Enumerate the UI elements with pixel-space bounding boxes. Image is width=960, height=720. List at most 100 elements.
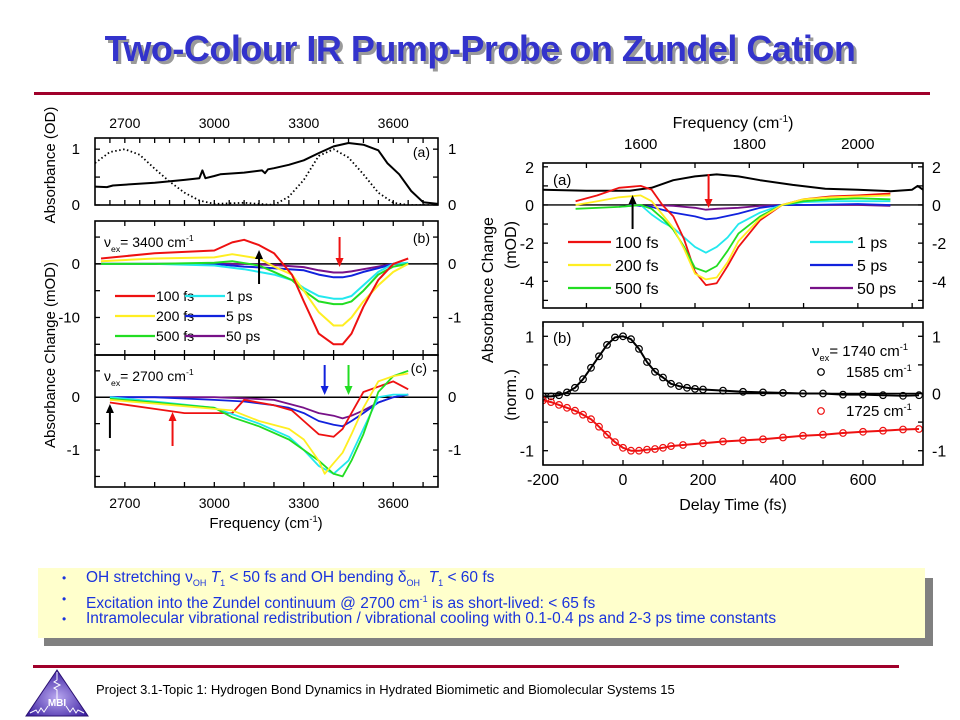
data-point [659, 443, 667, 452]
y-tick-label-left: -4 [520, 274, 534, 291]
excitation-label: νex= 3400 cm-1 [104, 233, 194, 254]
y-tick-label-left: -1 [520, 444, 534, 461]
legend-marker [817, 368, 825, 376]
series-line-1-ps [101, 261, 409, 300]
y-tick-label-right: 0 [448, 256, 456, 273]
y-tick-label-right: 0 [448, 389, 456, 406]
data-point [675, 382, 683, 391]
legend-label-part: 1725 cm [846, 403, 904, 420]
arrow-up-icon [168, 412, 177, 421]
data-point [759, 388, 767, 397]
footer-divider-right [449, 665, 899, 668]
note-text: 1 [438, 578, 444, 589]
data-point [699, 439, 707, 448]
legend-label: 1585 cm-1 [846, 363, 912, 381]
data-point [859, 390, 867, 399]
data-point [667, 379, 675, 388]
summary-notes: • OH stretching νOH T1 < 50 fs and OH ben… [38, 568, 925, 638]
y-tick-label-left: 2 [525, 160, 534, 177]
data-point [579, 375, 587, 384]
excitation-label-part: ex [111, 244, 121, 254]
legend-label: 50 ps [857, 281, 896, 298]
x-tick-label: 200 [690, 472, 717, 489]
data-point [879, 426, 887, 435]
legend-label: 100 fs [156, 288, 194, 304]
series-line-200-fs [575, 194, 891, 281]
panel-label: (b) [413, 230, 430, 246]
data-point [547, 392, 555, 401]
legend-label: 500 fs [156, 328, 194, 344]
data-point [579, 410, 587, 419]
series-line-5-ps [101, 262, 409, 279]
data-point [899, 425, 907, 434]
x-axis-label-top-part: Frequency (cm [673, 115, 780, 132]
note-item: • OH stretching νOH T1 < 50 fs and OH ben… [38, 568, 925, 589]
note-text: < 60 fs [443, 569, 495, 586]
data-point [651, 445, 659, 453]
y-tick-label-right: 1 [932, 329, 941, 346]
excitation-label-part: = 3400 cm [120, 234, 186, 250]
excitation-label-part: ex [111, 378, 121, 388]
data-point [899, 391, 907, 400]
y-tick-label-left: 0 [72, 197, 80, 214]
y-tick-label-left: 0 [525, 387, 534, 404]
excitation-label: νex= 1740 cm-1 [812, 342, 908, 363]
data-point [667, 442, 675, 451]
x-tick-label: 400 [770, 472, 797, 489]
x-axis-label-top: Frequency (cm-1) [673, 114, 794, 132]
plot-frame-right-a [542, 162, 924, 309]
data-point [739, 387, 747, 396]
note-text: OH [192, 578, 207, 589]
series-line-100-fs [109, 380, 409, 438]
note-text: ν [185, 569, 193, 586]
x-axis-label-top-part: ) [788, 115, 793, 132]
data-point [619, 443, 627, 452]
data-point [587, 415, 595, 424]
y-tick-label-right: 1 [448, 141, 456, 158]
data-point [547, 398, 555, 407]
series-line-absorbance [95, 142, 438, 205]
legend-label: 1 ps [226, 288, 252, 304]
y-axis-label: (norm.) [503, 369, 520, 421]
note-text [420, 569, 429, 586]
excitation-label-part: -1 [186, 367, 194, 377]
note-text: δ [397, 569, 407, 586]
y-tick-label-right: -1 [448, 309, 461, 326]
footer-text: Project 3.1-Topic 1: Hydrogen Bond Dynam… [96, 682, 675, 697]
footer-divider [33, 665, 449, 668]
data-point [619, 332, 627, 341]
x-axis-label-top-part: -1 [779, 114, 788, 125]
legend-label-part: -1 [904, 402, 912, 412]
excitation-label-part: = 1740 cm [829, 343, 899, 360]
data-point [651, 367, 659, 376]
x-tick-label: 3600 [378, 495, 409, 511]
legend-label-part: -1 [904, 363, 912, 373]
y-tick-label-left: 1 [525, 329, 534, 346]
x-tick-label-top: 1600 [624, 136, 657, 153]
note-item: • Intramolecular vibrational redistributi… [38, 609, 925, 630]
series-line-200-fs [109, 372, 409, 475]
arrow-down-icon [704, 199, 713, 208]
note-text: Intramolecular vibrational redistributio… [86, 610, 777, 627]
series-line-pump-spectrum [95, 148, 438, 205]
y-axis-label: Absorbance Change (mOD) [42, 262, 59, 448]
excitation-label-part: ν [812, 343, 820, 360]
y-axis-label: (mOD) [503, 221, 520, 269]
excitation-label-part: ν [104, 234, 111, 250]
excitation-label-part: ν [104, 368, 111, 384]
excitation-label-part: -1 [900, 342, 908, 352]
legend-label: 50 ps [226, 328, 260, 344]
y-tick-label-left: -10 [58, 309, 80, 326]
figure-panels: 2700 3000 3300 3600 0 0 1 1 (a) Absorbance (OD) 0 -… [42, 107, 946, 532]
legend-label: 200 fs [156, 308, 194, 324]
panel-label: (b) [553, 330, 571, 347]
x-tick-label-top: 1800 [733, 136, 766, 153]
plot-frame-left-c [94, 354, 439, 488]
data-point [627, 335, 635, 344]
x-axis-label: Delay Time (fs) [679, 497, 787, 514]
note-text: < 50 fs and OH bending [225, 569, 398, 586]
data-point [659, 373, 667, 382]
excitation-label-part: = 2700 cm [120, 368, 186, 384]
legend-label: 200 fs [615, 258, 659, 275]
panel-label: (a) [413, 144, 430, 160]
